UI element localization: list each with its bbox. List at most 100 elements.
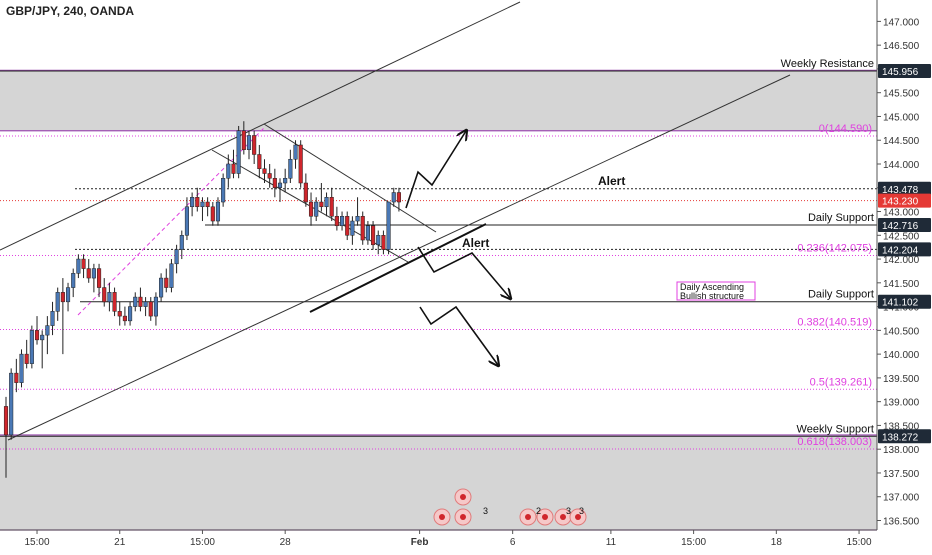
time-tick-label: 15:00 <box>847 537 872 548</box>
candle-body[interactable] <box>174 249 179 265</box>
candle-body[interactable] <box>159 277 164 298</box>
candle-body[interactable] <box>355 216 360 222</box>
candle-body[interactable] <box>55 292 60 312</box>
candle-body[interactable] <box>257 154 262 169</box>
price-badge-143.478[interactable] <box>878 181 931 196</box>
candle-body[interactable] <box>288 158 293 179</box>
price-badge-142.204[interactable] <box>878 242 931 257</box>
price-badge-142.716[interactable] <box>878 218 931 233</box>
candle-body[interactable] <box>391 192 396 203</box>
time-tick-label: 18 <box>771 537 783 548</box>
candle-body[interactable] <box>371 225 376 246</box>
candle-body[interactable] <box>50 311 55 326</box>
price-tick-label: 140.000 <box>883 350 920 361</box>
candle-body[interactable] <box>29 330 34 364</box>
candle-body[interactable] <box>76 258 81 274</box>
candle-body[interactable] <box>102 287 107 303</box>
candle-body[interactable] <box>179 235 184 250</box>
candle-body[interactable] <box>246 135 252 150</box>
down-channel-upper-line[interactable] <box>263 123 437 233</box>
candle-body[interactable] <box>81 258 86 269</box>
candle-body[interactable] <box>3 406 9 436</box>
candle-body[interactable] <box>298 144 303 184</box>
weekly-resistance-zone[interactable] <box>0 70 877 131</box>
candle-body[interactable] <box>153 296 158 317</box>
candle-body[interactable] <box>262 168 267 174</box>
channel-upper-line[interactable] <box>0 1 521 251</box>
candle-body[interactable] <box>329 197 334 217</box>
candle-body[interactable] <box>184 206 189 236</box>
candle-body[interactable] <box>60 292 65 303</box>
candle-body[interactable] <box>277 182 283 189</box>
candle-body[interactable] <box>226 163 231 179</box>
candle-body[interactable] <box>71 273 76 288</box>
structure-note-box[interactable] <box>676 281 756 301</box>
candle-body[interactable] <box>195 197 200 208</box>
candle-body[interactable] <box>45 325 50 336</box>
candle-body[interactable] <box>350 220 355 236</box>
price-tick-label: 144.500 <box>883 136 920 147</box>
price-badge-143.230[interactable] <box>878 193 931 208</box>
candle-body[interactable] <box>19 353 24 383</box>
candle-body[interactable] <box>308 201 314 217</box>
candle-body[interactable] <box>314 201 319 217</box>
price-badge-138.272[interactable] <box>878 429 931 444</box>
candle-body[interactable] <box>112 292 117 312</box>
candle-body[interactable] <box>65 287 71 303</box>
candle-body[interactable] <box>91 268 96 279</box>
price-tick-label: 147.000 <box>883 17 920 28</box>
candle-body[interactable] <box>148 301 153 317</box>
candle-body[interactable] <box>221 178 226 203</box>
candle-body[interactable] <box>252 135 257 155</box>
candle-body[interactable] <box>231 163 236 174</box>
candle-body[interactable] <box>143 301 148 307</box>
support-trendline[interactable] <box>309 223 487 313</box>
candle-body[interactable] <box>396 192 401 203</box>
candle-body[interactable] <box>14 372 19 383</box>
candle-body[interactable] <box>267 173 272 179</box>
candle-body[interactable] <box>381 235 386 250</box>
candle-body[interactable] <box>210 206 215 222</box>
price-badge-141.102[interactable] <box>878 294 931 309</box>
candle-body[interactable] <box>283 178 288 184</box>
channel-lower-line[interactable] <box>7 74 791 441</box>
candle-body[interactable] <box>40 334 45 341</box>
candle-body[interactable] <box>345 216 350 236</box>
candle-body[interactable] <box>128 306 133 322</box>
candle-body[interactable] <box>241 130 246 150</box>
candle-body[interactable] <box>272 178 277 189</box>
candle-body[interactable] <box>86 268 91 279</box>
fibonacci-layer: 0(144.590) 0.236(142.075) 0.382(140.519) 0.… <box>0 123 877 450</box>
candle-body[interactable] <box>133 296 138 307</box>
candle-body[interactable] <box>107 292 112 303</box>
candle-body[interactable] <box>138 296 143 307</box>
candle-body[interactable] <box>169 263 174 288</box>
candle-body[interactable] <box>386 201 391 250</box>
level-label-145.956: Weekly Resistance <box>781 58 874 70</box>
candle-body[interactable] <box>365 225 370 241</box>
candle-body[interactable] <box>190 197 195 208</box>
candle-body[interactable] <box>340 216 345 227</box>
scenario-arrow-mid <box>417 246 510 298</box>
price-badge-145.956[interactable] <box>878 64 931 79</box>
candle-body[interactable] <box>9 372 14 436</box>
candle-body[interactable] <box>164 277 169 288</box>
candle-body[interactable] <box>24 353 29 364</box>
candle-body[interactable] <box>334 216 339 227</box>
candle-body[interactable] <box>215 201 221 222</box>
candle-body[interactable] <box>236 130 241 174</box>
candle-body[interactable] <box>319 201 324 208</box>
candle-body[interactable] <box>293 144 298 160</box>
candle-body[interactable] <box>200 201 205 208</box>
candle-body[interactable] <box>376 235 381 246</box>
candle-body[interactable] <box>97 268 102 288</box>
candle-body[interactable] <box>34 330 40 341</box>
candle-body[interactable] <box>324 197 329 208</box>
candle-body[interactable] <box>117 311 122 317</box>
candle-body[interactable] <box>205 201 210 208</box>
candles-layer <box>3 121 401 478</box>
candle-body[interactable] <box>122 315 127 322</box>
candle-body[interactable] <box>360 216 365 241</box>
candle-body[interactable] <box>303 182 308 203</box>
